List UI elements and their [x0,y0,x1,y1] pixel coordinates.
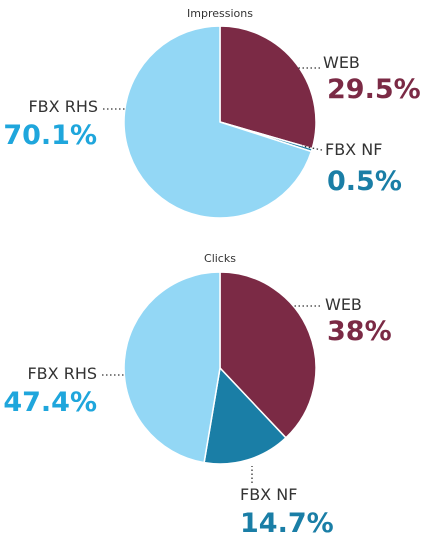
clicks-slice-fbx-rhs [123,271,221,464]
impressions-label-fbx-rhs: FBX RHS [28,97,98,116]
clicks-label-fbx-rhs: FBX RHS [27,364,97,383]
impressions-label-fbx-nf: FBX NF [325,140,382,159]
clicks-label-fbx-nf: FBX NF [240,485,297,504]
impressions-value-fbx-nf: 0.5% [327,166,402,197]
clicks-slice-fbx-nf [203,367,287,465]
clicks-value-fbx-rhs: 47.4% [3,387,97,418]
clicks-label-web: WEB [325,295,362,314]
impressions-value-web: 29.5% [327,74,421,105]
clicks-slice-web [219,271,317,439]
impressions-value-fbx-rhs: 70.1% [3,120,97,151]
impressions-chart-title: Impressions [187,7,253,20]
impressions-label-web: WEB [323,53,360,72]
clicks-value-web: 38% [327,316,392,347]
impressions-leader-fbx-nf [301,145,323,151]
clicks-chart-title: Clicks [204,252,236,265]
impressions-slice-fbx-rhs [123,25,313,219]
impressions-slice-web [219,25,317,150]
clicks-value-fbx-nf: 14.7% [240,508,334,539]
